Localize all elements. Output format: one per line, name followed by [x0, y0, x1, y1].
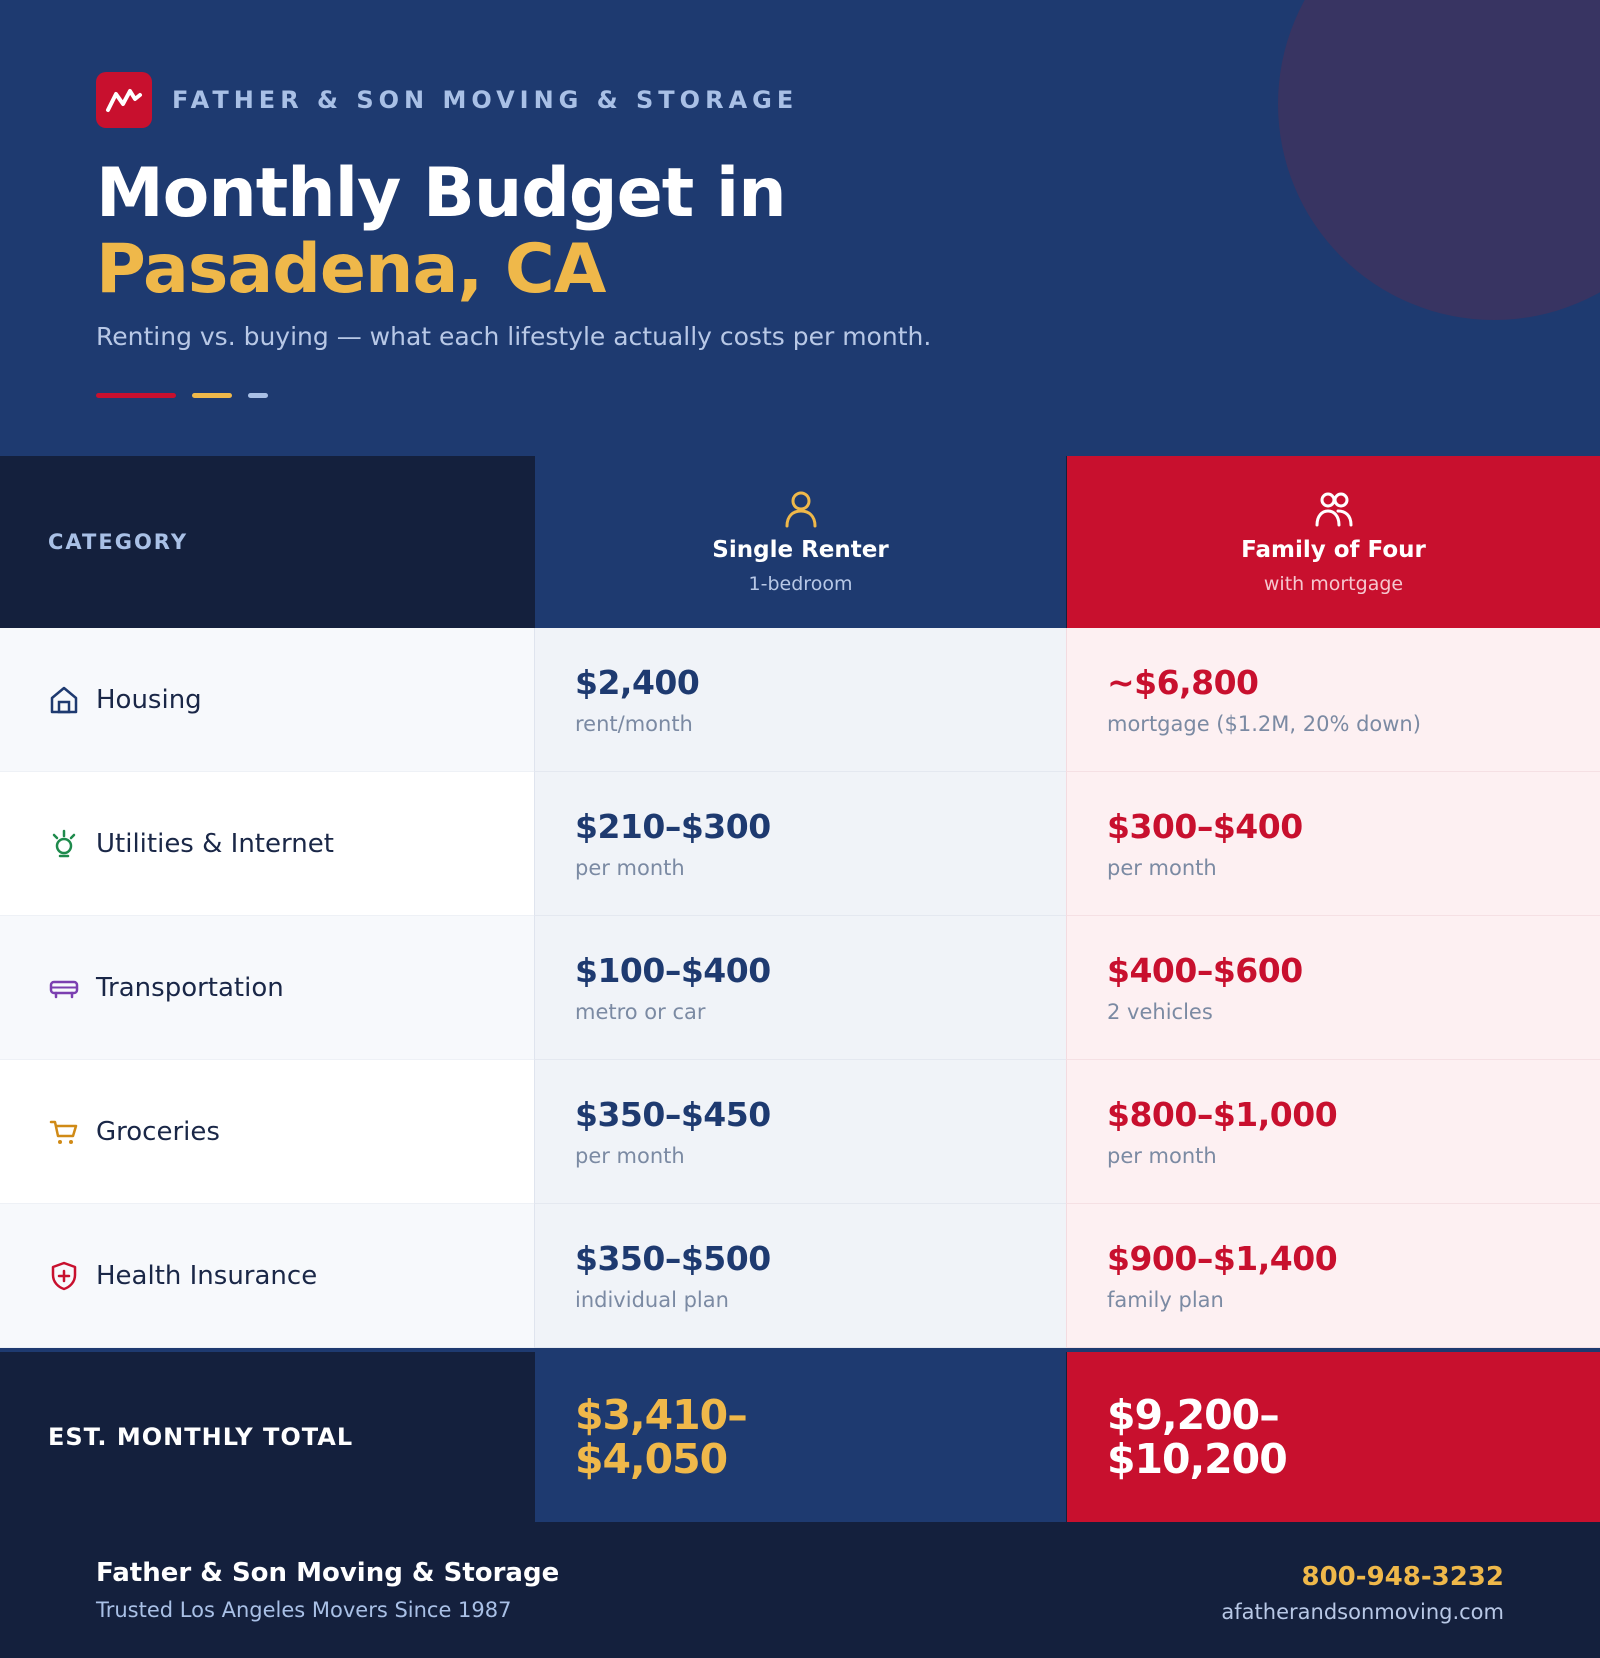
- family-of-four-header: Family of Four with mortgage: [1066, 456, 1600, 628]
- total-label: EST. MONTHLY TOTAL: [48, 1423, 354, 1451]
- page-subtitle: Renting vs. buying — what each lifestyle…: [96, 322, 932, 351]
- cost-value: $400–$600: [1107, 951, 1303, 990]
- category-label: Utilities & Internet: [96, 828, 334, 859]
- family-cell: $300–$400 per month: [1066, 772, 1600, 916]
- single-renter-total-cell: $3,410–$4,050: [534, 1352, 1066, 1522]
- cart-icon: [48, 1116, 80, 1148]
- title-line-1: Monthly Budget in: [96, 154, 787, 233]
- header: FATHER & SON MOVING & STORAGE Monthly Bu…: [0, 0, 1600, 456]
- people-icon: [1314, 489, 1354, 529]
- brand-name: FATHER & SON MOVING & STORAGE: [172, 86, 799, 114]
- single-renter-cell: $210–$300 per month: [534, 772, 1066, 916]
- cost-value: $210–$300: [575, 807, 771, 846]
- cost-note: metro or car: [575, 1000, 706, 1024]
- title-line-2: Pasadena, CA: [96, 230, 606, 309]
- column-subtitle: with mortgage: [1263, 573, 1404, 595]
- table-header-row: CATEGORY Single Renter 1-bedroom: [0, 456, 1600, 628]
- cost-note: per month: [575, 1144, 685, 1168]
- cost-value: $100–$400: [575, 951, 771, 990]
- page-title: Monthly Budget in Pasadena, CA: [96, 154, 787, 309]
- category-label: Health Insurance: [96, 1260, 318, 1291]
- footer-company-block: Father & Son Moving & Storage Trusted Lo…: [96, 1558, 559, 1622]
- category-header: CATEGORY: [48, 530, 189, 554]
- table-row-groceries: Groceries $350–$450 per month $800–$1,00…: [0, 1060, 1600, 1204]
- family-total: $9,200–$10,200: [1107, 1391, 1288, 1483]
- decorative-circle: [1278, 0, 1600, 320]
- category-label: Transportation: [96, 972, 284, 1003]
- accent-bars: [96, 393, 284, 398]
- cost-value: $2,400: [575, 663, 700, 702]
- category-label: Groceries: [96, 1116, 220, 1147]
- total-label-cell: EST. MONTHLY TOTAL: [0, 1352, 534, 1522]
- vehicle-icon: [48, 972, 80, 1004]
- cost-note: 2 vehicles: [1107, 1000, 1213, 1024]
- family-cell: $400–$600 2 vehicles: [1066, 916, 1600, 1060]
- cost-value: $900–$1,400: [1107, 1239, 1338, 1278]
- logo-chart-icon: [96, 72, 152, 128]
- shield-plus-icon: [48, 1260, 80, 1292]
- category-header-cell: CATEGORY: [0, 456, 534, 628]
- cost-value: $350–$450: [575, 1095, 771, 1134]
- table-total-row: EST. MONTHLY TOTAL $3,410–$4,050 $9,200–…: [0, 1348, 1600, 1522]
- accent-bar-blue: [248, 393, 268, 398]
- family-total-cell: $9,200–$10,200: [1066, 1352, 1600, 1522]
- footer: Father & Son Moving & Storage Trusted Lo…: [0, 1522, 1600, 1658]
- category-cell: Transportation: [0, 916, 534, 1060]
- column-title: Single Renter: [712, 537, 889, 563]
- cost-note: per month: [1107, 856, 1217, 880]
- family-cell: $800–$1,000 per month: [1066, 1060, 1600, 1204]
- cost-note: individual plan: [575, 1288, 729, 1312]
- footer-phone-link[interactable]: 800-948-3232: [1301, 1562, 1505, 1592]
- category-label: Housing: [96, 684, 202, 715]
- cost-note: rent/month: [575, 712, 693, 736]
- single-renter-cell: $2,400 rent/month: [534, 628, 1066, 772]
- category-cell: Utilities & Internet: [0, 772, 534, 916]
- person-icon: [783, 489, 819, 529]
- footer-contact-block: 800-948-3232 afatherandsonmoving.com: [1221, 1562, 1504, 1624]
- cost-note: per month: [1107, 1144, 1217, 1168]
- budget-table: CATEGORY Single Renter 1-bedroom: [0, 456, 1600, 1522]
- table-row-utilities: Utilities & Internet $210–$300 per month…: [0, 772, 1600, 916]
- cost-value: $300–$400: [1107, 807, 1303, 846]
- footer-company-name: Father & Son Moving & Storage: [96, 1558, 560, 1588]
- house-icon: [48, 684, 80, 716]
- column-title: Family of Four: [1241, 537, 1426, 563]
- family-cell: $900–$1,400 family plan: [1066, 1204, 1600, 1348]
- cost-note: family plan: [1107, 1288, 1224, 1312]
- single-renter-cell: $100–$400 metro or car: [534, 916, 1066, 1060]
- cost-value: $800–$1,000: [1107, 1095, 1338, 1134]
- accent-bar-gold: [192, 393, 232, 398]
- single-renter-cell: $350–$500 individual plan: [534, 1204, 1066, 1348]
- cost-value: $350–$500: [575, 1239, 771, 1278]
- footer-website-link[interactable]: afatherandsonmoving.com: [1221, 1600, 1504, 1624]
- cost-note: mortgage ($1.2M, 20% down): [1107, 712, 1421, 736]
- footer-tagline: Trusted Los Angeles Movers Since 1987: [96, 1598, 512, 1622]
- single-renter-cell: $350–$450 per month: [534, 1060, 1066, 1204]
- single-renter-total: $3,410–$4,050: [575, 1391, 748, 1483]
- column-subtitle: 1-bedroom: [748, 573, 853, 595]
- category-cell: Groceries: [0, 1060, 534, 1204]
- table-row-transportation: Transportation $100–$400 metro or car $4…: [0, 916, 1600, 1060]
- table-row-health-insurance: Health Insurance $350–$500 individual pl…: [0, 1204, 1600, 1348]
- single-renter-header: Single Renter 1-bedroom: [534, 456, 1066, 628]
- lightbulb-icon: [48, 828, 80, 860]
- cost-note: per month: [575, 856, 685, 880]
- category-cell: Housing: [0, 628, 534, 772]
- table-row-housing: Housing $2,400 rent/month ~$6,800 mortga…: [0, 628, 1600, 772]
- accent-bar-red: [96, 393, 176, 398]
- brand-row: FATHER & SON MOVING & STORAGE: [96, 72, 798, 128]
- category-cell: Health Insurance: [0, 1204, 534, 1348]
- family-cell: ~$6,800 mortgage ($1.2M, 20% down): [1066, 628, 1600, 772]
- cost-value: ~$6,800: [1107, 663, 1259, 702]
